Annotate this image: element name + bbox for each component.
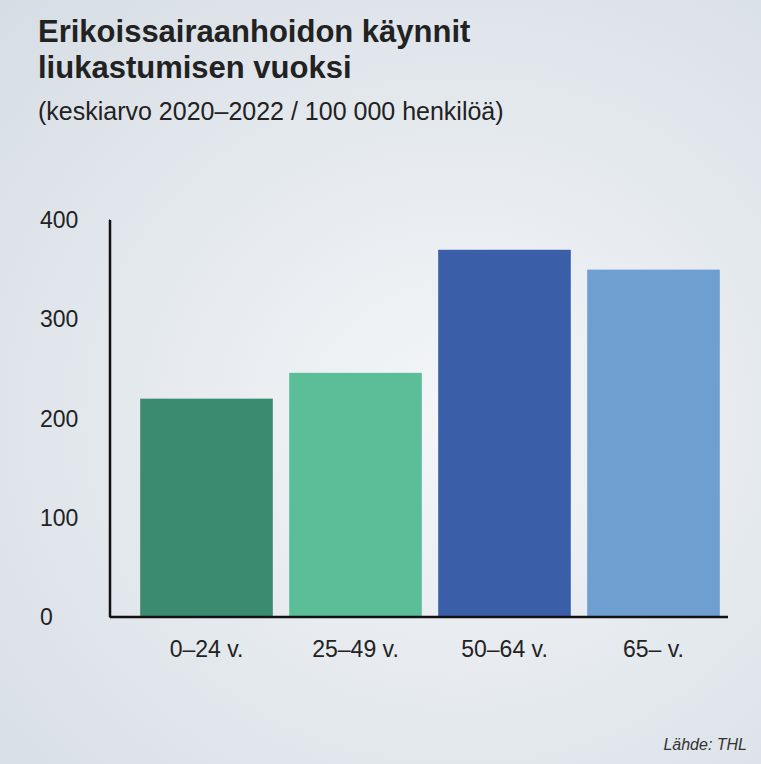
- y-tick: [109, 220, 110, 221]
- subtitle: (keskiarvo 2020–2022 / 100 000 henkilöä): [38, 96, 738, 126]
- y-tick-label: 0: [40, 604, 53, 630]
- x-axis: [110, 616, 728, 619]
- chart: 0 100 200 300 400 0–24 v. 25–49 v. 50–64 v. 65– …: [0, 0, 761, 764]
- x-tick-label: 25–49 v.: [312, 636, 399, 662]
- y-tick: [109, 319, 110, 320]
- bar: [587, 270, 720, 617]
- y-tick: [109, 418, 110, 419]
- bar: [140, 399, 273, 617]
- y-tick-label: 400: [40, 207, 78, 233]
- y-tick-label: 300: [40, 306, 78, 332]
- y-tick: [109, 617, 110, 618]
- x-tick-label: 65– v.: [623, 636, 684, 662]
- bar: [289, 373, 422, 617]
- bar: [438, 250, 571, 617]
- x-tick-label: 50–64 v.: [461, 636, 548, 662]
- y-tick-label: 200: [40, 406, 78, 432]
- title: Erikoissairaanhoidon käynnit liukastumis…: [38, 14, 508, 86]
- bars: [140, 250, 720, 617]
- y-axis: [109, 220, 112, 617]
- x-tick-label: 0–24 v.: [170, 636, 244, 662]
- y-tick: [109, 517, 110, 518]
- y-tick-label: 100: [40, 505, 78, 531]
- source: Lähde: THL: [663, 736, 747, 754]
